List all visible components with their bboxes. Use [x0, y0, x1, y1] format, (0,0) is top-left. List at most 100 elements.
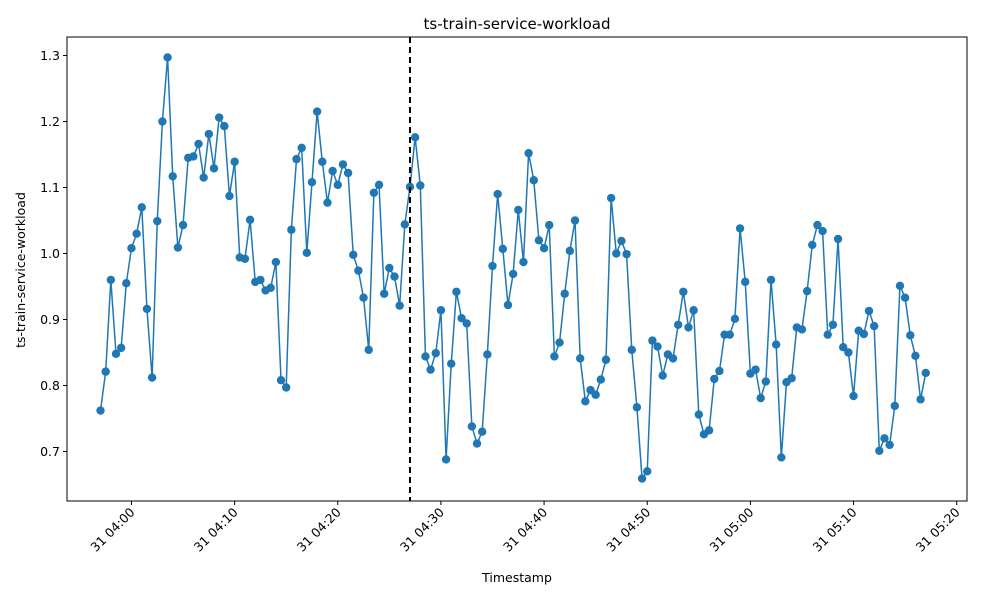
data-point [643, 467, 652, 476]
data-point [101, 367, 110, 376]
data-point [844, 348, 853, 357]
data-point [127, 244, 136, 253]
data-point [204, 129, 214, 139]
data-point [514, 205, 523, 215]
data-point [276, 376, 286, 385]
data-point [550, 352, 559, 361]
data-point [240, 254, 250, 263]
data-point [379, 289, 389, 298]
data-point [178, 220, 188, 230]
data-point [312, 107, 322, 116]
data-point [560, 289, 569, 298]
data-point [488, 261, 497, 271]
data-point [390, 272, 399, 281]
data-point [194, 139, 203, 149]
y-tick-label: 1.1 [40, 180, 60, 195]
data-point [467, 422, 477, 431]
data-point [730, 314, 740, 324]
y-tick-label: 0.9 [40, 312, 60, 327]
data-point [220, 121, 229, 131]
data-point [808, 240, 817, 250]
y-tick-label: 0.7 [40, 444, 60, 459]
data-point [287, 225, 296, 234]
data-point [400, 220, 410, 229]
data-point [256, 275, 265, 285]
y-axis: 0.7 0.8 0.9 1.0 1.1 1.2 1.3 [40, 48, 67, 459]
data-point [679, 287, 688, 296]
y-tick-label: 1.2 [40, 114, 60, 129]
data-point [869, 321, 879, 331]
data-point [395, 301, 404, 310]
data-point [96, 406, 105, 415]
data-point [333, 180, 342, 190]
data-point [189, 152, 198, 161]
data-point [627, 345, 636, 355]
data-point [168, 172, 177, 181]
data-point [111, 349, 121, 359]
data-point [230, 157, 239, 166]
data-point [452, 287, 461, 296]
data-point [849, 391, 858, 401]
data-point [374, 180, 384, 190]
data-point [354, 266, 363, 275]
data-point [921, 368, 930, 378]
data-point [297, 143, 306, 153]
y-axis-title: ts-train-service-workload [13, 192, 28, 348]
data-point [622, 249, 631, 259]
data-point [787, 374, 796, 383]
data-point [245, 215, 255, 225]
data-point [637, 474, 647, 483]
data-point [328, 166, 337, 176]
data-point [307, 178, 317, 187]
data-point [282, 383, 291, 392]
data-point [591, 390, 600, 399]
data-point [617, 236, 626, 246]
data-point [601, 355, 611, 364]
data-point [158, 117, 167, 126]
data-point [658, 371, 667, 380]
data-point [385, 263, 394, 273]
data-point [833, 234, 843, 244]
data-point [828, 320, 838, 329]
data-point [751, 365, 760, 374]
data-point [534, 236, 544, 245]
data-point [426, 365, 435, 374]
data-point [756, 393, 765, 403]
data-point [725, 330, 734, 339]
data-point [539, 244, 549, 253]
data-point [462, 319, 471, 328]
plot-area [96, 37, 930, 501]
data-point [421, 352, 430, 361]
data-point [612, 249, 621, 258]
data-point [483, 350, 492, 359]
data-point [648, 336, 657, 345]
data-point [823, 330, 832, 339]
data-point [225, 191, 234, 201]
data-point [684, 323, 693, 332]
data-point [137, 203, 146, 212]
chart-title: ts-train-service-workload [424, 15, 611, 33]
data-point [323, 198, 332, 207]
data-point [581, 397, 590, 406]
data-point [802, 286, 812, 296]
data-point [441, 455, 451, 464]
plot-frame [66, 36, 968, 502]
data-point [147, 373, 157, 382]
data-point [508, 269, 518, 279]
data-point [519, 257, 528, 267]
data-point [199, 173, 208, 182]
data-point [906, 331, 915, 340]
data-point [596, 375, 606, 384]
data-point [839, 343, 848, 352]
data-point [565, 246, 575, 256]
data-point [349, 250, 358, 260]
data-point [271, 257, 281, 267]
data-point [369, 188, 379, 197]
data-point [632, 403, 642, 412]
data-point [266, 283, 275, 293]
data-point [498, 244, 508, 254]
y-tick-label: 1.3 [40, 48, 60, 63]
data-point [209, 164, 219, 173]
